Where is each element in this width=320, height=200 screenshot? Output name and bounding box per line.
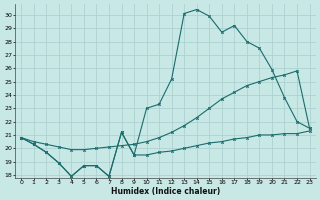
X-axis label: Humidex (Indice chaleur): Humidex (Indice chaleur) bbox=[111, 187, 220, 196]
